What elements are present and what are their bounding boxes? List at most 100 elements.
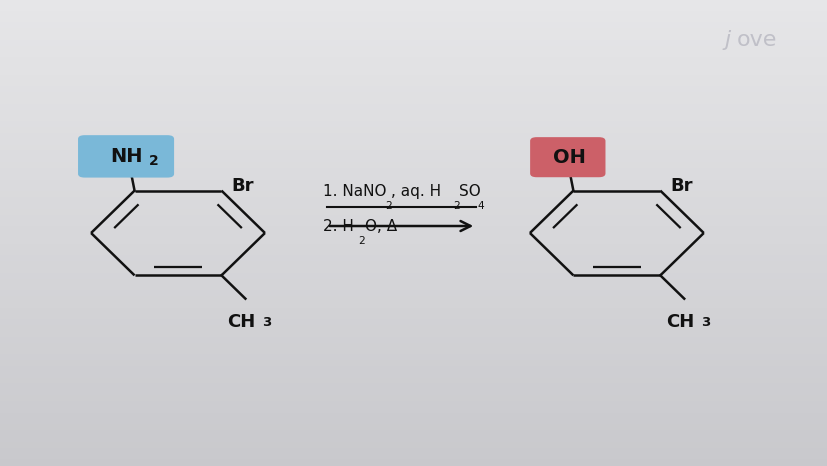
Bar xyxy=(0,233,827,239)
Bar xyxy=(0,12,827,17)
Bar xyxy=(0,303,827,308)
Bar xyxy=(0,350,827,355)
Bar xyxy=(0,308,827,315)
Text: 4: 4 xyxy=(476,201,483,212)
FancyBboxPatch shape xyxy=(78,135,174,178)
Bar xyxy=(0,221,827,227)
Bar xyxy=(0,274,827,280)
Text: OH: OH xyxy=(552,148,585,167)
Bar xyxy=(0,70,827,75)
Text: NH: NH xyxy=(110,147,142,166)
Bar xyxy=(0,41,827,47)
Bar xyxy=(0,437,827,443)
Text: 3: 3 xyxy=(262,316,271,329)
Bar xyxy=(0,204,827,210)
Bar xyxy=(0,53,827,58)
Bar xyxy=(0,0,827,6)
Bar xyxy=(0,297,827,303)
Bar xyxy=(0,239,827,245)
FancyBboxPatch shape xyxy=(529,137,605,177)
Bar xyxy=(0,140,827,145)
Bar xyxy=(0,367,827,373)
Bar xyxy=(0,280,827,285)
Bar xyxy=(0,425,827,431)
Bar xyxy=(0,116,827,122)
Bar xyxy=(0,454,827,460)
Text: SO: SO xyxy=(459,184,480,199)
Bar xyxy=(0,460,827,466)
Bar xyxy=(0,198,827,204)
Text: 2: 2 xyxy=(385,201,391,212)
Bar xyxy=(0,123,827,128)
Bar xyxy=(0,256,827,262)
Bar xyxy=(0,391,827,396)
Bar xyxy=(0,47,827,53)
Bar xyxy=(0,443,827,448)
Bar xyxy=(0,373,827,378)
Bar xyxy=(0,378,827,384)
Bar xyxy=(0,384,827,391)
Bar xyxy=(0,396,827,402)
Bar xyxy=(0,99,827,105)
Text: 2: 2 xyxy=(148,154,158,168)
Bar xyxy=(0,29,827,35)
Bar xyxy=(0,227,827,233)
Bar xyxy=(0,18,827,23)
Bar xyxy=(0,408,827,414)
Bar xyxy=(0,251,827,256)
Bar xyxy=(0,291,827,297)
Text: Br: Br xyxy=(669,177,692,195)
Bar xyxy=(0,111,827,116)
Bar xyxy=(0,448,827,454)
Bar xyxy=(0,285,827,291)
Bar xyxy=(0,192,827,198)
Bar xyxy=(0,23,827,29)
Bar xyxy=(0,151,827,158)
Bar xyxy=(0,431,827,437)
Bar xyxy=(0,157,827,163)
Bar xyxy=(0,35,827,41)
Text: O, Δ: O, Δ xyxy=(364,219,396,233)
Text: 3: 3 xyxy=(700,316,710,329)
Text: Br: Br xyxy=(232,177,254,195)
Bar xyxy=(0,64,827,70)
Bar xyxy=(0,181,827,186)
Bar xyxy=(0,175,827,180)
Bar xyxy=(0,93,827,99)
Bar xyxy=(0,414,827,419)
Bar xyxy=(0,215,827,221)
Text: j: j xyxy=(724,30,729,50)
Bar xyxy=(0,344,827,350)
Text: 2. H: 2. H xyxy=(323,219,353,233)
Bar xyxy=(0,245,827,251)
Bar xyxy=(0,88,827,93)
Text: CH: CH xyxy=(665,313,693,331)
Bar xyxy=(0,163,827,169)
Bar xyxy=(0,326,827,332)
Bar xyxy=(0,210,827,215)
Text: ove: ove xyxy=(736,30,777,50)
Text: CH: CH xyxy=(227,313,255,331)
Bar xyxy=(0,82,827,88)
Bar xyxy=(0,268,827,274)
Text: 2: 2 xyxy=(358,236,365,247)
Bar xyxy=(0,105,827,111)
Text: 1. NaNO: 1. NaNO xyxy=(323,184,386,199)
Bar xyxy=(0,332,827,338)
Bar xyxy=(0,134,827,140)
Bar xyxy=(0,315,827,321)
Text: 2: 2 xyxy=(452,201,459,212)
Bar xyxy=(0,6,827,12)
Bar xyxy=(0,355,827,361)
Bar xyxy=(0,321,827,326)
Bar xyxy=(0,76,827,82)
Bar xyxy=(0,128,827,134)
Bar xyxy=(0,338,827,344)
Bar xyxy=(0,186,827,192)
Text: , aq. H: , aq. H xyxy=(390,184,441,199)
Bar xyxy=(0,419,827,425)
Bar xyxy=(0,58,827,64)
Bar xyxy=(0,262,827,268)
Bar xyxy=(0,145,827,151)
Bar xyxy=(0,361,827,367)
